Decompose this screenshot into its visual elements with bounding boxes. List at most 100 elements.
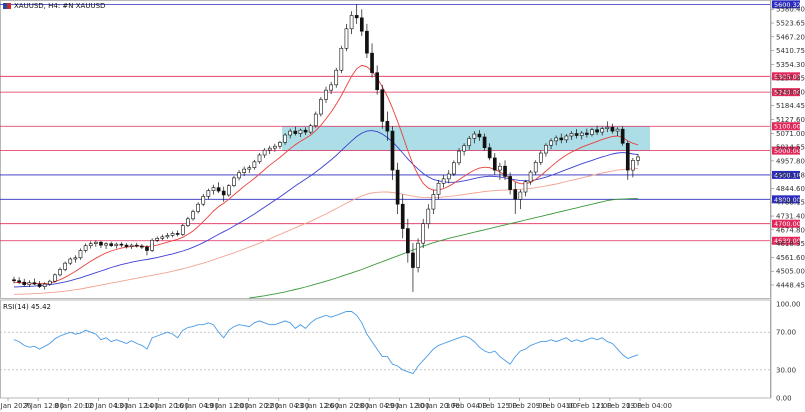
candle-body: [196, 203, 200, 212]
candle-body: [390, 130, 395, 171]
time-tick-label: 6 Jan 2026: [0, 402, 32, 410]
time-tick-label: 5 Feb 20:00: [506, 402, 547, 410]
candle-body: [349, 15, 354, 30]
candle-body: [416, 242, 420, 268]
supply-demand-zone: [282, 126, 650, 151]
candle-body: [610, 126, 615, 132]
time-tick-label: 13 Jan 12:00: [114, 402, 158, 410]
candle-body: [186, 218, 190, 226]
candle-body: [119, 243, 124, 246]
candle-body: [528, 171, 533, 183]
time-tick-label: 29 Jan 12:00: [385, 402, 429, 410]
price-tick-label: 5071.00: [776, 130, 805, 138]
candle-body: [446, 173, 451, 180]
level-label-box: [772, 72, 800, 81]
price-tick-label: 4674.80: [776, 226, 805, 234]
candle-body: [339, 47, 344, 71]
candle-body: [216, 187, 221, 192]
candle-body: [58, 269, 62, 276]
candle-body: [467, 138, 472, 147]
candle-body: [32, 282, 37, 285]
candle-body: [104, 243, 108, 246]
candle-body: [68, 258, 73, 264]
candle-body: [308, 125, 313, 133]
level-label-box: [772, 236, 800, 245]
candle-body: [544, 144, 548, 154]
candle-body: [150, 239, 154, 251]
candle-body: [88, 243, 93, 246]
level-label: 4700.00: [774, 220, 801, 228]
price-tick-label: 4505.00: [776, 268, 805, 276]
symbol-label: XAUUSD, H4: #N XAUUSD: [14, 2, 106, 10]
candle-body: [170, 233, 175, 236]
symbol-flag-icon: [3, 3, 11, 9]
ma-mid-line: [13, 130, 639, 288]
time-tick-label: 3 Feb 04:00: [445, 402, 486, 410]
candle-body: [252, 161, 257, 168]
candle-body: [12, 279, 16, 282]
candle-body: [257, 154, 262, 163]
candle-body: [518, 191, 523, 200]
candle-body: [492, 157, 497, 171]
candle-body: [273, 145, 277, 149]
time-tick-label: 16 Jan 04:00: [175, 402, 219, 410]
candle-body: [380, 89, 385, 122]
price-tick-label: 5523.65: [776, 20, 805, 28]
time-tick-label: 13 Feb 04:00: [626, 402, 672, 410]
time-tick-label: 20 Jan 20:00: [235, 402, 279, 410]
candle-body: [472, 133, 477, 139]
candle-body: [411, 252, 415, 268]
candle-body: [191, 211, 195, 220]
candle-body: [385, 121, 390, 132]
level-label: 5000.00: [774, 147, 801, 155]
candle-body: [615, 128, 620, 132]
candle-body: [513, 189, 518, 200]
price-tick-label: 5014.55: [776, 144, 805, 152]
candle-body: [431, 194, 436, 210]
candle-body: [579, 132, 584, 136]
candle-body: [462, 145, 466, 152]
candle-body: [441, 178, 446, 184]
price-tick-label: 4957.80: [776, 157, 805, 165]
price-tick-label: 5240.00: [776, 89, 805, 97]
candle-body: [303, 129, 308, 133]
candle-body: [232, 177, 236, 186]
candle-body: [590, 129, 594, 135]
candle-body: [359, 17, 364, 32]
candle-body: [37, 283, 42, 287]
candle-body: [267, 147, 272, 151]
price-tick-label: 4788.15: [776, 199, 805, 207]
time-tick-label: 12 Jan 04:00: [84, 402, 128, 410]
time-tick-label: 4 Feb 12:00: [476, 402, 517, 410]
time-tick-label: 11 Feb 20:00: [596, 402, 642, 410]
candle-body: [523, 181, 528, 193]
candle-body: [221, 190, 226, 196]
time-tick-label: 9 Feb 04:00: [536, 402, 577, 410]
level-label: 5305.00: [774, 73, 801, 81]
candle-body: [145, 246, 149, 251]
rsi-label: RSI(14) 45.42: [3, 303, 52, 311]
candle-body: [605, 126, 610, 129]
candle-body: [247, 167, 252, 170]
candle-body: [585, 132, 589, 135]
rsi-tick-label: 0.00: [776, 395, 792, 403]
price-tick-label: 5127.60: [776, 116, 805, 124]
candle-body: [313, 113, 318, 127]
rsi-tick-label: 70.00: [776, 329, 796, 337]
candle-body: [477, 133, 482, 138]
rsi-tick-label: 100.00: [776, 301, 801, 309]
candle-body: [329, 84, 333, 91]
candle-body: [206, 190, 211, 197]
level-label-box: [772, 170, 800, 179]
candle-body: [293, 130, 298, 134]
price-tick-label: 5297.85: [776, 75, 805, 83]
candle-body: [155, 238, 160, 241]
level-label: 4800.00: [774, 196, 801, 204]
level-label: 5100.00: [774, 123, 801, 131]
candle-body: [17, 280, 21, 283]
level-label-box: [772, 0, 800, 9]
candle-body: [508, 176, 512, 190]
candle-body: [319, 99, 323, 115]
candle-body: [620, 128, 625, 144]
